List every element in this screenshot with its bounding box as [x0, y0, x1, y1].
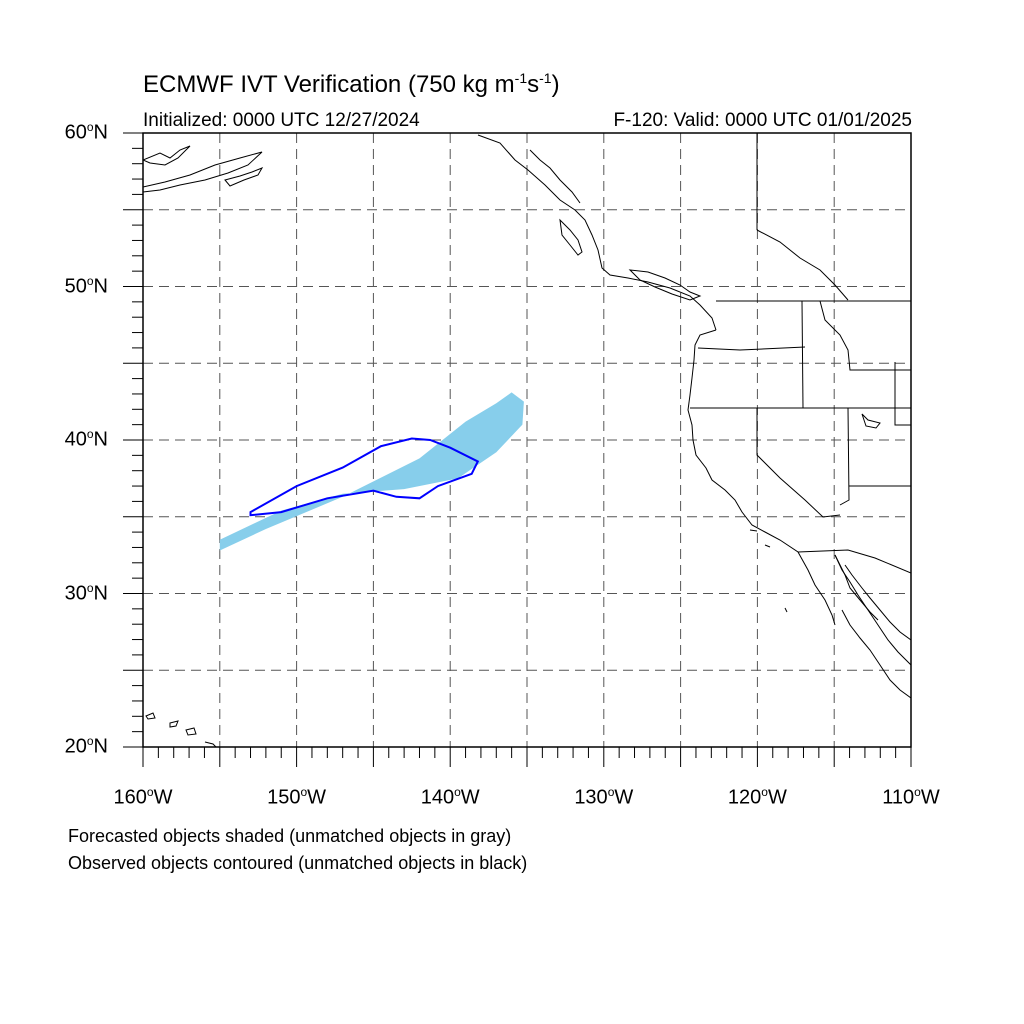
valid-time: F-120: Valid: 0000 UTC 01/01/2025 — [613, 110, 912, 131]
lon-label: 130oW — [574, 785, 634, 809]
lat-label: 30oN — [64, 580, 108, 605]
graticule — [143, 133, 911, 747]
lon-label: 110oW — [882, 785, 940, 809]
lat-label: 60oN — [64, 120, 108, 144]
lon-label: 160oW — [113, 785, 173, 809]
lon-label: 140oW — [420, 785, 480, 809]
political-boundaries — [690, 133, 911, 574]
axis-ticks — [123, 132, 912, 767]
lon-label: 150oW — [267, 785, 327, 809]
initialized-time: Initialized: 0000 UTC 12/27/2024 — [143, 110, 420, 131]
lat-label: 50oN — [64, 273, 108, 298]
forecast-object — [219, 392, 524, 551]
lat-label: 20oN — [64, 734, 108, 758]
map-title: ECMWF IVT Verification (750 kg m-1s-1) — [143, 70, 560, 98]
observed-object — [249, 437, 480, 517]
coastline — [143, 134, 911, 747]
legend-note-forecast: Forecasted objects shaded (unmatched obj… — [68, 826, 512, 846]
legend-note-observed: Observed objects contoured (unmatched ob… — [68, 853, 528, 873]
lon-label: 120oW — [727, 785, 787, 809]
lat-label: 40oN — [64, 427, 108, 451]
